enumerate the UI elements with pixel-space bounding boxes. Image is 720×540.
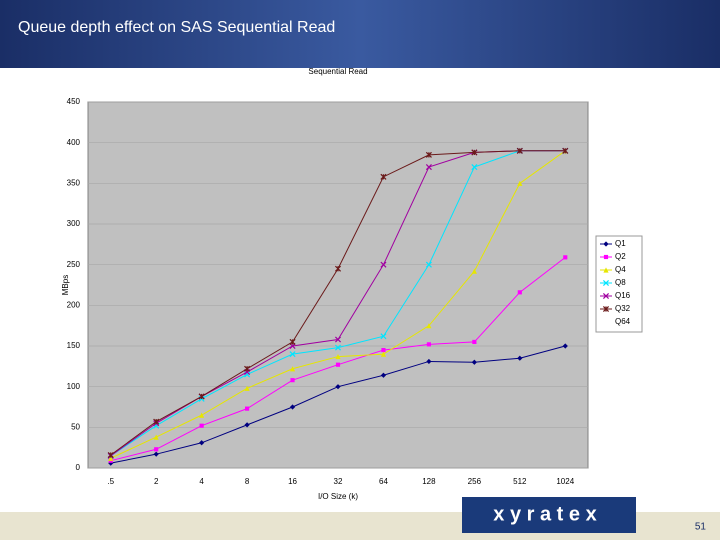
chart-title: Sequential Read xyxy=(308,67,367,76)
y-tick-label: 0 xyxy=(76,463,81,472)
x-tick-label: 64 xyxy=(379,477,388,486)
marker xyxy=(380,333,387,340)
marker xyxy=(334,336,342,343)
legend-label: Q1 xyxy=(615,239,626,248)
marker xyxy=(472,339,477,345)
y-tick-label: 150 xyxy=(67,341,81,350)
plot-area xyxy=(87,101,589,469)
legend-label: Q16 xyxy=(615,291,631,300)
x-tick-label: 256 xyxy=(468,477,482,486)
marker xyxy=(334,344,342,351)
marker xyxy=(244,422,250,428)
marker xyxy=(290,378,295,383)
legend-label: Q64 xyxy=(615,317,631,326)
marker xyxy=(517,355,523,361)
marker xyxy=(107,451,114,459)
marker xyxy=(199,423,204,428)
marker xyxy=(562,343,568,349)
slide-title: Queue depth effect on SAS Sequential Rea… xyxy=(18,19,335,36)
legend-label: Q32 xyxy=(615,304,631,313)
legend-marker xyxy=(603,241,609,247)
marker xyxy=(471,149,478,156)
marker xyxy=(335,353,341,360)
x-tick-label: 2 xyxy=(154,477,159,486)
legend-marker xyxy=(603,267,609,273)
marker xyxy=(471,164,478,171)
y-tick-label: 450 xyxy=(67,97,81,106)
legend xyxy=(595,235,643,333)
x-tick-label: 8 xyxy=(245,477,250,486)
y-tick-label: 400 xyxy=(67,138,81,147)
marker xyxy=(334,265,342,272)
marker xyxy=(425,261,432,268)
marker xyxy=(562,147,569,154)
legend-label: Q2 xyxy=(615,252,626,261)
marker xyxy=(108,455,114,461)
marker xyxy=(244,365,251,372)
x-tick-label: 1024 xyxy=(556,477,574,486)
legend-marker xyxy=(602,292,610,300)
marker xyxy=(426,342,431,347)
marker xyxy=(289,338,296,345)
y-tick-label: 300 xyxy=(67,219,81,228)
marker xyxy=(425,151,432,158)
marker xyxy=(153,451,159,457)
marker xyxy=(380,173,387,180)
x-tick-label: 128 xyxy=(422,477,436,486)
y-tick-label: 350 xyxy=(67,178,81,187)
marker xyxy=(563,255,568,260)
marker xyxy=(153,434,159,440)
x-tick-label: 512 xyxy=(513,477,527,486)
marker xyxy=(517,180,523,186)
legend-marker xyxy=(603,254,609,260)
marker xyxy=(244,385,250,391)
marker xyxy=(335,384,341,390)
page-number: 51 xyxy=(695,522,707,533)
marker xyxy=(380,351,387,357)
x-tick-label: 4 xyxy=(199,477,204,486)
y-tick-label: 250 xyxy=(67,260,81,269)
marker xyxy=(516,147,523,154)
marker xyxy=(245,406,250,411)
marker xyxy=(380,372,387,378)
legend-marker xyxy=(602,279,610,287)
legend-marker xyxy=(602,305,610,313)
header-band xyxy=(0,0,720,68)
marker xyxy=(426,323,432,329)
x-tick-label: .5 xyxy=(107,477,114,486)
y-tick-label: 200 xyxy=(67,300,81,309)
y-tick-label: 100 xyxy=(67,382,81,391)
marker xyxy=(381,347,386,353)
marker xyxy=(471,268,477,274)
x-axis-label: I/O Size (k) xyxy=(318,492,358,501)
marker xyxy=(335,362,341,367)
marker xyxy=(198,393,205,400)
marker xyxy=(153,418,160,425)
marker xyxy=(199,412,205,418)
marker xyxy=(199,440,205,446)
legend-label: Q8 xyxy=(615,278,626,287)
y-axis-label: MBps xyxy=(61,275,70,295)
marker xyxy=(289,404,296,410)
marker xyxy=(425,164,432,171)
y-tick-label: 50 xyxy=(71,422,80,431)
logo-box xyxy=(462,497,636,533)
marker xyxy=(289,366,296,372)
marker xyxy=(471,359,477,365)
x-tick-label: 32 xyxy=(334,477,343,486)
marker xyxy=(380,261,387,268)
marker xyxy=(517,290,522,295)
marker xyxy=(426,358,432,365)
legend-label: Q4 xyxy=(615,265,626,274)
marker xyxy=(289,351,296,358)
x-tick-label: 16 xyxy=(288,477,297,486)
logo: x y r a t e x xyxy=(493,503,596,525)
marker xyxy=(154,447,159,452)
